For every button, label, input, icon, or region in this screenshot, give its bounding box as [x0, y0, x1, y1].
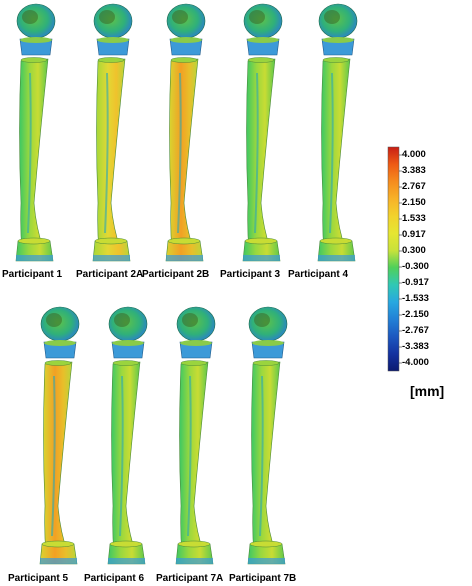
- colorbar-tick-label: 1.533: [402, 213, 426, 224]
- colorbar-tick-label: 0.917: [402, 229, 426, 240]
- colorbar-gradient: [387, 146, 400, 372]
- participant-label: Participant 2B: [142, 269, 210, 280]
- colorbar-tick-label: -1.533: [402, 293, 429, 304]
- bone-model: [107, 306, 148, 565]
- bone-model: [317, 3, 358, 262]
- colorbar: [387, 146, 402, 372]
- participant-label: Participant 2A: [76, 269, 144, 280]
- colorbar-tick-label: -4.000: [402, 357, 429, 368]
- bone-model: [247, 306, 288, 565]
- participant-label: Participant 6: [84, 573, 145, 584]
- colorbar-unit: [mm]: [410, 383, 445, 399]
- bone-model: [39, 306, 80, 565]
- colorbar-tick-label: 4.000: [402, 149, 426, 160]
- participant-label: Participant 4: [288, 269, 349, 280]
- bone-model: [242, 3, 283, 262]
- colorbar-tick-label: 2.150: [402, 197, 426, 208]
- participant-label: Participant 5: [8, 573, 69, 584]
- bone-model: [165, 3, 206, 262]
- participant-label: Participant 3: [220, 269, 281, 280]
- colorbar-tick-label: -0.300: [402, 261, 429, 272]
- colorbar-tick-label: 3.383: [402, 165, 426, 176]
- colorbar-tick-label: 2.767: [402, 181, 426, 192]
- bone-model: [92, 3, 133, 262]
- colorbar-tick-label: -3.383: [402, 341, 429, 352]
- colorbar-tick-label: -2.767: [402, 325, 429, 336]
- participant-label: Participant 7A: [156, 573, 224, 584]
- participant-label: Participant 1: [2, 269, 63, 280]
- colorbar-tick-label: -0.917: [402, 277, 429, 288]
- participant-label: Participant 7B: [229, 573, 297, 584]
- colorbar-tick-label: -2.150: [402, 309, 429, 320]
- bone-model: [15, 3, 56, 262]
- colorbar-tick-label: 0.300: [402, 245, 426, 256]
- bone-model: [175, 306, 216, 565]
